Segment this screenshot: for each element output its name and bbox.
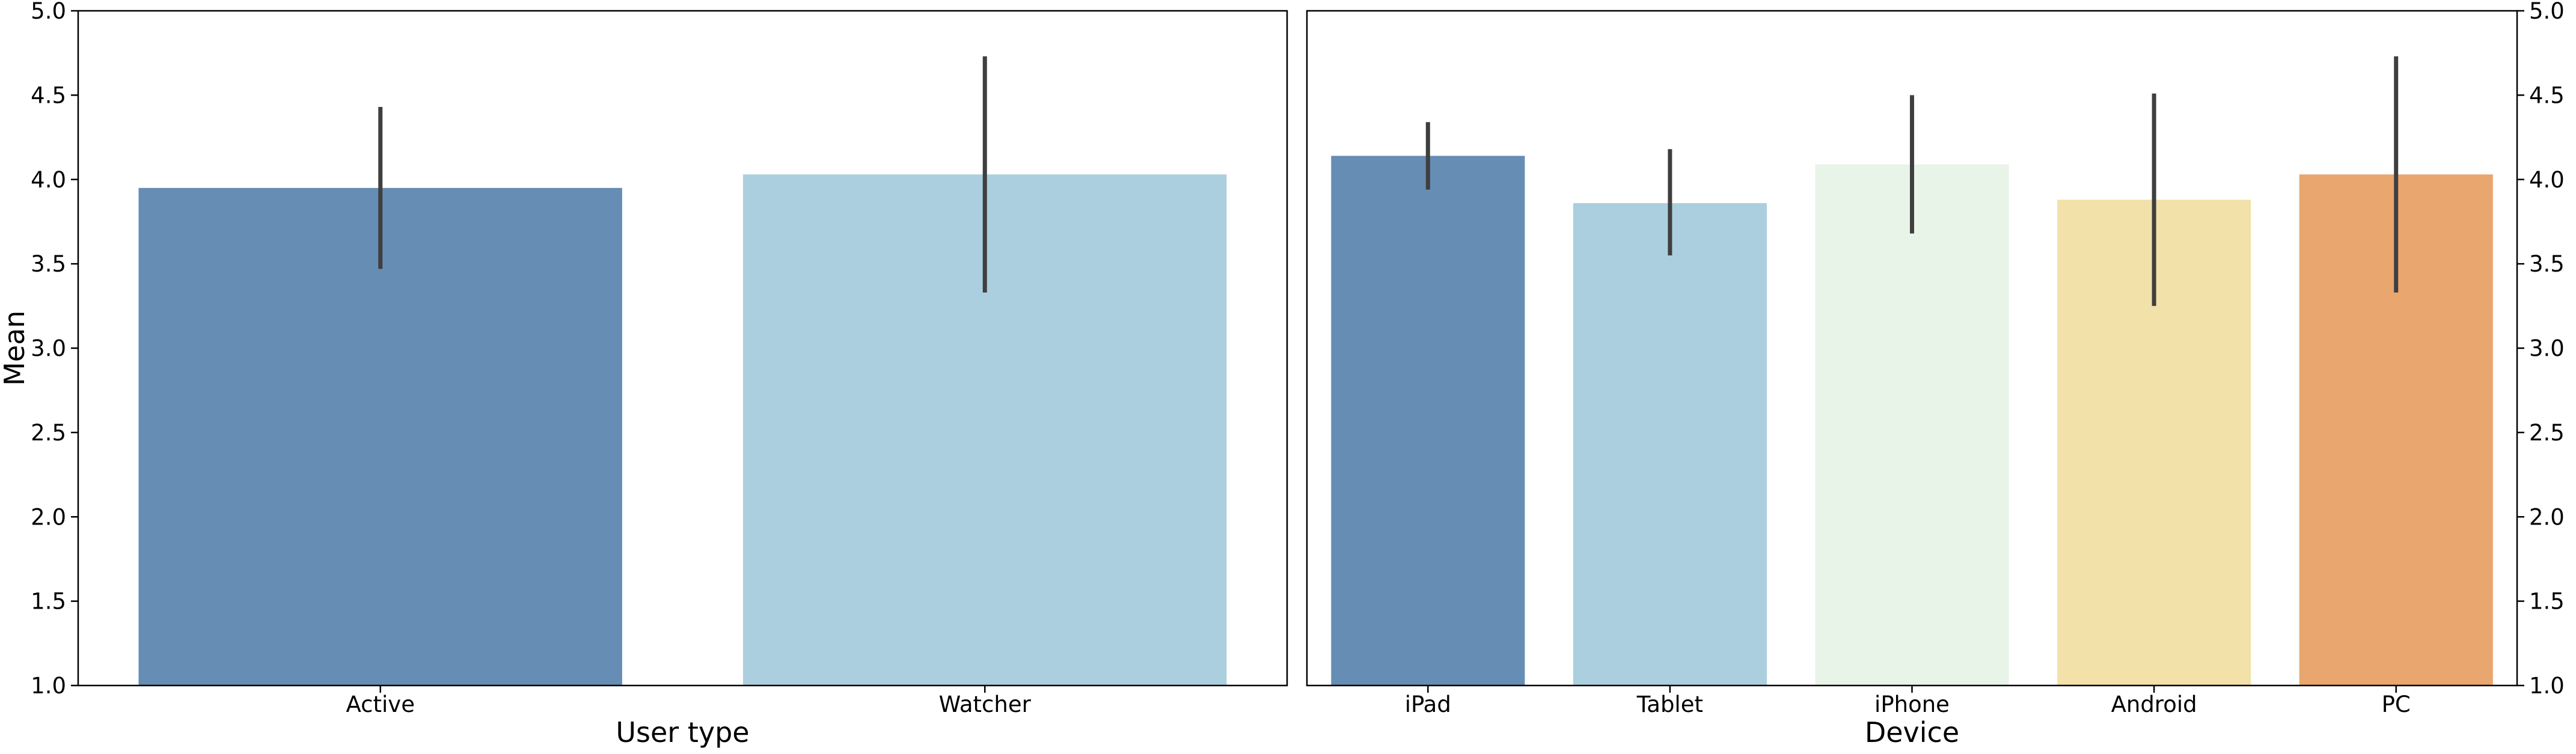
x-axis-label: Device bbox=[1865, 716, 1959, 749]
chart-panel-2: 1.0 1.5 2.0 2.5 3.0 3.5 4.0 4.5 5.0 iPad Tablet iPh… bbox=[1306, 0, 2565, 749]
bar bbox=[1815, 164, 2009, 686]
y-axis-label: Mean bbox=[0, 311, 31, 386]
y-tick-label: 5.0 bbox=[2529, 0, 2565, 24]
x-tick-label: PC bbox=[2382, 692, 2411, 717]
y-tick-label: 3.5 bbox=[31, 251, 66, 277]
y-tick-label: 4.0 bbox=[31, 167, 66, 193]
bar bbox=[138, 187, 622, 686]
x-tick-label: iPhone bbox=[1874, 692, 1950, 717]
y-tick-label: 1.5 bbox=[2529, 589, 2565, 615]
chart-panel-1: 1.0 1.5 2.0 2.5 3.0 3.5 4.0 4.5 5.0 Active Watcher… bbox=[0, 0, 1288, 749]
y-tick-label: 2.5 bbox=[2529, 420, 2565, 446]
x-tick-label: iPad bbox=[1405, 692, 1451, 717]
x-tick-label: Android bbox=[2111, 692, 2197, 717]
y-tick-label: 1.0 bbox=[2529, 673, 2565, 699]
y-tick-label: 2.0 bbox=[31, 504, 66, 530]
y-tick-label: 4.0 bbox=[2529, 167, 2565, 193]
y-tick-label: 4.5 bbox=[31, 82, 66, 108]
y-tick-label: 2.0 bbox=[2529, 504, 2565, 530]
x-tick-label: Active bbox=[346, 692, 415, 717]
y-tick-label: 3.5 bbox=[2529, 251, 2565, 277]
y-tick-label: 1.0 bbox=[31, 673, 66, 699]
x-tick-label: Watcher bbox=[939, 692, 1032, 717]
y-tick-label: 3.0 bbox=[2529, 336, 2565, 362]
y-tick-label: 1.5 bbox=[31, 589, 66, 615]
y-tick-label: 4.5 bbox=[2529, 82, 2565, 108]
bar bbox=[1573, 203, 1767, 686]
x-axis-label: User type bbox=[616, 716, 749, 749]
y-tick-label: 5.0 bbox=[31, 0, 66, 24]
x-tick-label: Tablet bbox=[1636, 692, 1703, 717]
y-tick-label: 3.0 bbox=[31, 336, 66, 362]
y-tick-label: 2.5 bbox=[31, 420, 66, 446]
bar bbox=[1331, 156, 1525, 686]
